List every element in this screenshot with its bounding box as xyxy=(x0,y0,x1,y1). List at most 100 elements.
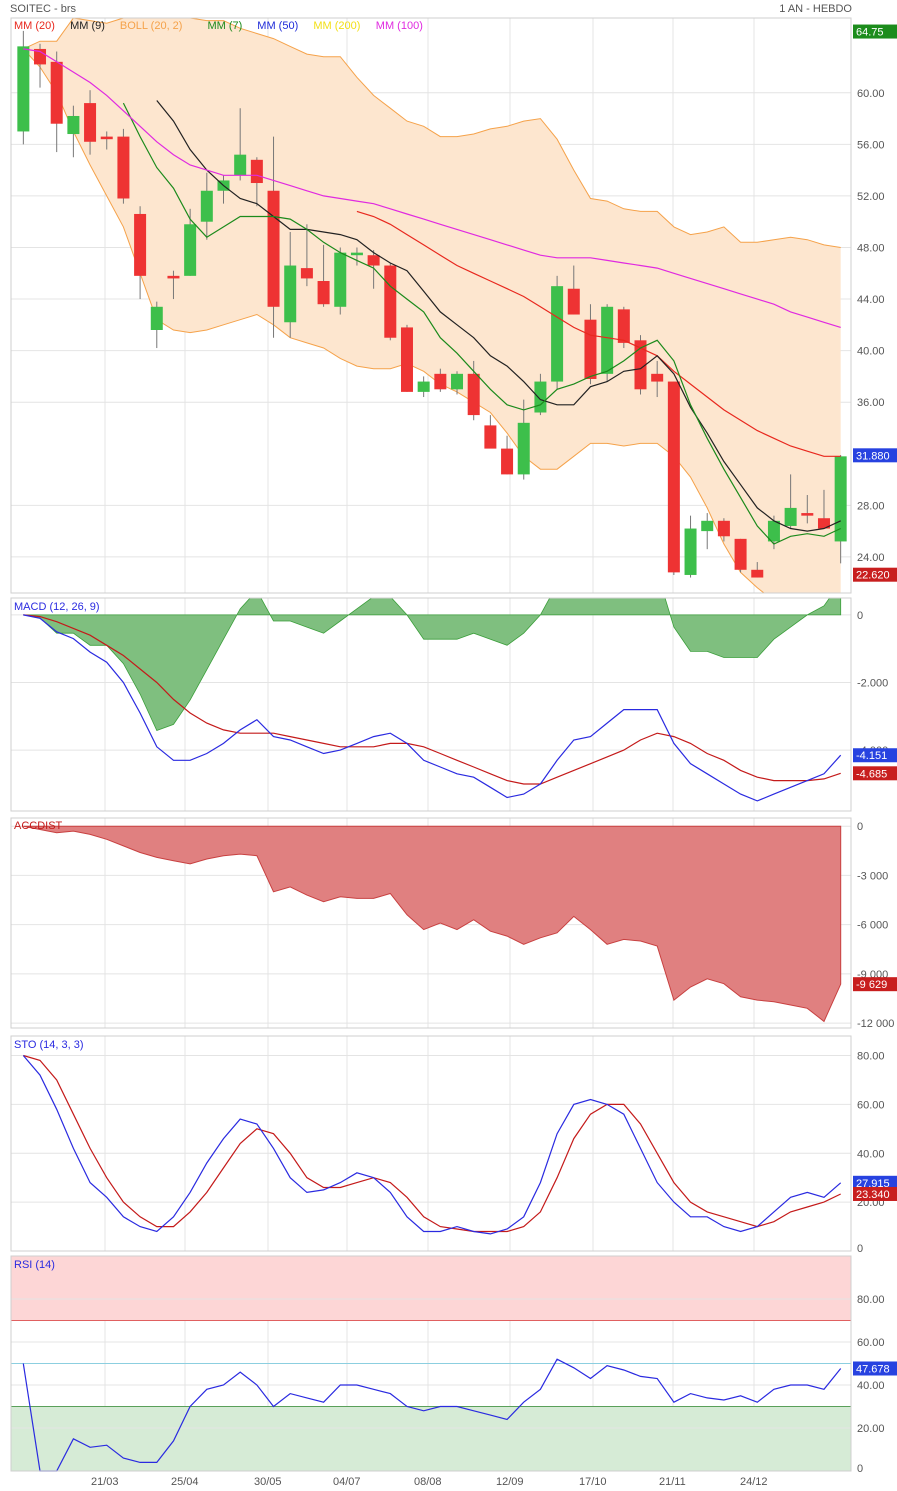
candle-body xyxy=(734,538,747,570)
candle-body xyxy=(601,306,614,374)
candle-body xyxy=(150,306,163,330)
price-y-tick: 48.00 xyxy=(857,242,885,254)
ma-line-MM100 xyxy=(23,48,841,328)
candle-body xyxy=(567,288,580,315)
candle-body xyxy=(384,265,397,338)
sto-y-tick: 40.00 xyxy=(857,1148,885,1160)
sto-y-tick: 80.00 xyxy=(857,1051,885,1063)
accdist-y-tick: 0 xyxy=(857,821,863,833)
price-y-tick: 36.00 xyxy=(857,397,885,409)
rsi-oversold-zone xyxy=(11,1406,851,1471)
ma-line-MM20 xyxy=(356,210,841,457)
price-badge-bg xyxy=(853,448,897,463)
candle-body xyxy=(234,154,247,176)
candle-body xyxy=(200,190,213,222)
x-tick-label: 08/08 xyxy=(414,1476,442,1488)
sto-k-line xyxy=(22,1055,842,1235)
price-badge-bg xyxy=(853,567,897,582)
macd-label: MACD (12, 26, 9) xyxy=(14,601,100,613)
candle-body xyxy=(551,286,564,382)
accdist-badge-bg xyxy=(853,977,897,992)
candle-body xyxy=(350,252,363,256)
candle-body xyxy=(717,520,730,537)
candle-body xyxy=(84,103,97,142)
rsi-y-tick: 60.00 xyxy=(857,1337,885,1349)
candle-body xyxy=(367,255,380,266)
price-badge: 64.75 xyxy=(856,27,884,39)
price-y-tick: 52.00 xyxy=(857,191,885,203)
rsi-panel-frame xyxy=(10,1255,852,1472)
price-y-tick: 60.00 xyxy=(857,88,885,100)
candle-body xyxy=(100,136,113,140)
price-plot xyxy=(17,18,847,593)
x-tick-label: 21/11 xyxy=(659,1476,686,1488)
candle-body xyxy=(484,425,497,449)
macd-histogram-area xyxy=(23,598,842,732)
candle-body xyxy=(784,507,797,526)
candle-body xyxy=(684,528,697,575)
candle-body xyxy=(751,569,764,578)
rsi-y-tick: 80.00 xyxy=(857,1294,885,1306)
sto-badge-bg xyxy=(853,1186,897,1201)
legend-item: BOLL (20, 2) xyxy=(120,20,183,32)
x-tick-label: 04/07 xyxy=(333,1476,361,1488)
price-badge-bg xyxy=(853,24,897,39)
sto-y-tick: 60.00 xyxy=(857,1099,885,1111)
macd-badge-bg xyxy=(853,748,897,763)
rsi-overbought-zone xyxy=(11,1256,851,1321)
candle-body xyxy=(250,159,263,184)
candle-body xyxy=(184,224,197,276)
accdist-y-tick: -6 000 xyxy=(857,920,888,932)
candle-body xyxy=(334,252,347,307)
legend-item: MM (50) xyxy=(257,20,298,32)
bollinger-upper-line xyxy=(23,18,841,248)
price-y-tick: 40.00 xyxy=(857,346,885,358)
candle-body xyxy=(67,115,80,135)
macd-y-tick: -2.000 xyxy=(857,678,888,690)
accdist-badge: -9 629 xyxy=(856,979,887,991)
legend-item: MM (7) xyxy=(208,20,243,32)
ma-line-MM7 xyxy=(122,102,841,545)
candle-body xyxy=(284,265,297,323)
rsi-y-tick: 0 xyxy=(857,1463,863,1475)
sto-label: STO (14, 3, 3) xyxy=(14,1039,84,1051)
candle-body xyxy=(517,422,530,475)
accdist-y-tick: -12 000 xyxy=(857,1018,894,1030)
sto-badge-bg xyxy=(853,1175,897,1190)
candle-body xyxy=(617,309,630,343)
candle-body xyxy=(634,340,647,390)
accdist-panel-frame xyxy=(10,817,852,1029)
accdist-label: ACCDIST xyxy=(14,820,63,832)
price-y-tick: 44.00 xyxy=(857,294,885,306)
candle-body xyxy=(701,520,714,532)
sto-d-line xyxy=(23,1054,841,1233)
rsi-line xyxy=(22,1358,842,1472)
macd-line xyxy=(23,614,842,802)
price-y-tick: 28.00 xyxy=(857,500,885,512)
x-tick-label: 12/09 xyxy=(496,1476,524,1488)
legend-item: MM (20) xyxy=(14,20,55,32)
x-tick-label: 30/05 xyxy=(254,1476,282,1488)
sto-panel-frame xyxy=(10,1035,852,1252)
chart-title: SOITEC - brs xyxy=(10,3,77,15)
macd-y-tick: 0 xyxy=(857,610,863,622)
candle-body xyxy=(117,136,130,199)
price-y-tick: 56.00 xyxy=(857,139,885,151)
candle-body xyxy=(50,61,63,124)
macd-signal-line xyxy=(23,614,841,785)
candle-body xyxy=(417,381,430,392)
candle-body xyxy=(817,518,830,529)
macd-badge: -4.151 xyxy=(856,750,887,762)
x-tick-label: 24/12 xyxy=(740,1476,768,1488)
candle-body xyxy=(451,373,464,390)
accdist-area xyxy=(23,825,842,1023)
candle-body xyxy=(167,275,180,279)
macd-badge-bg xyxy=(853,766,897,781)
x-tick-label: 21/03 xyxy=(91,1476,119,1488)
legend-item: MM (100) xyxy=(376,20,423,32)
legend-item: MM (9) xyxy=(70,20,105,32)
price-y-tick: 24.00 xyxy=(857,552,885,564)
rsi-y-tick: 20.00 xyxy=(857,1423,885,1435)
candle-body xyxy=(300,268,313,279)
